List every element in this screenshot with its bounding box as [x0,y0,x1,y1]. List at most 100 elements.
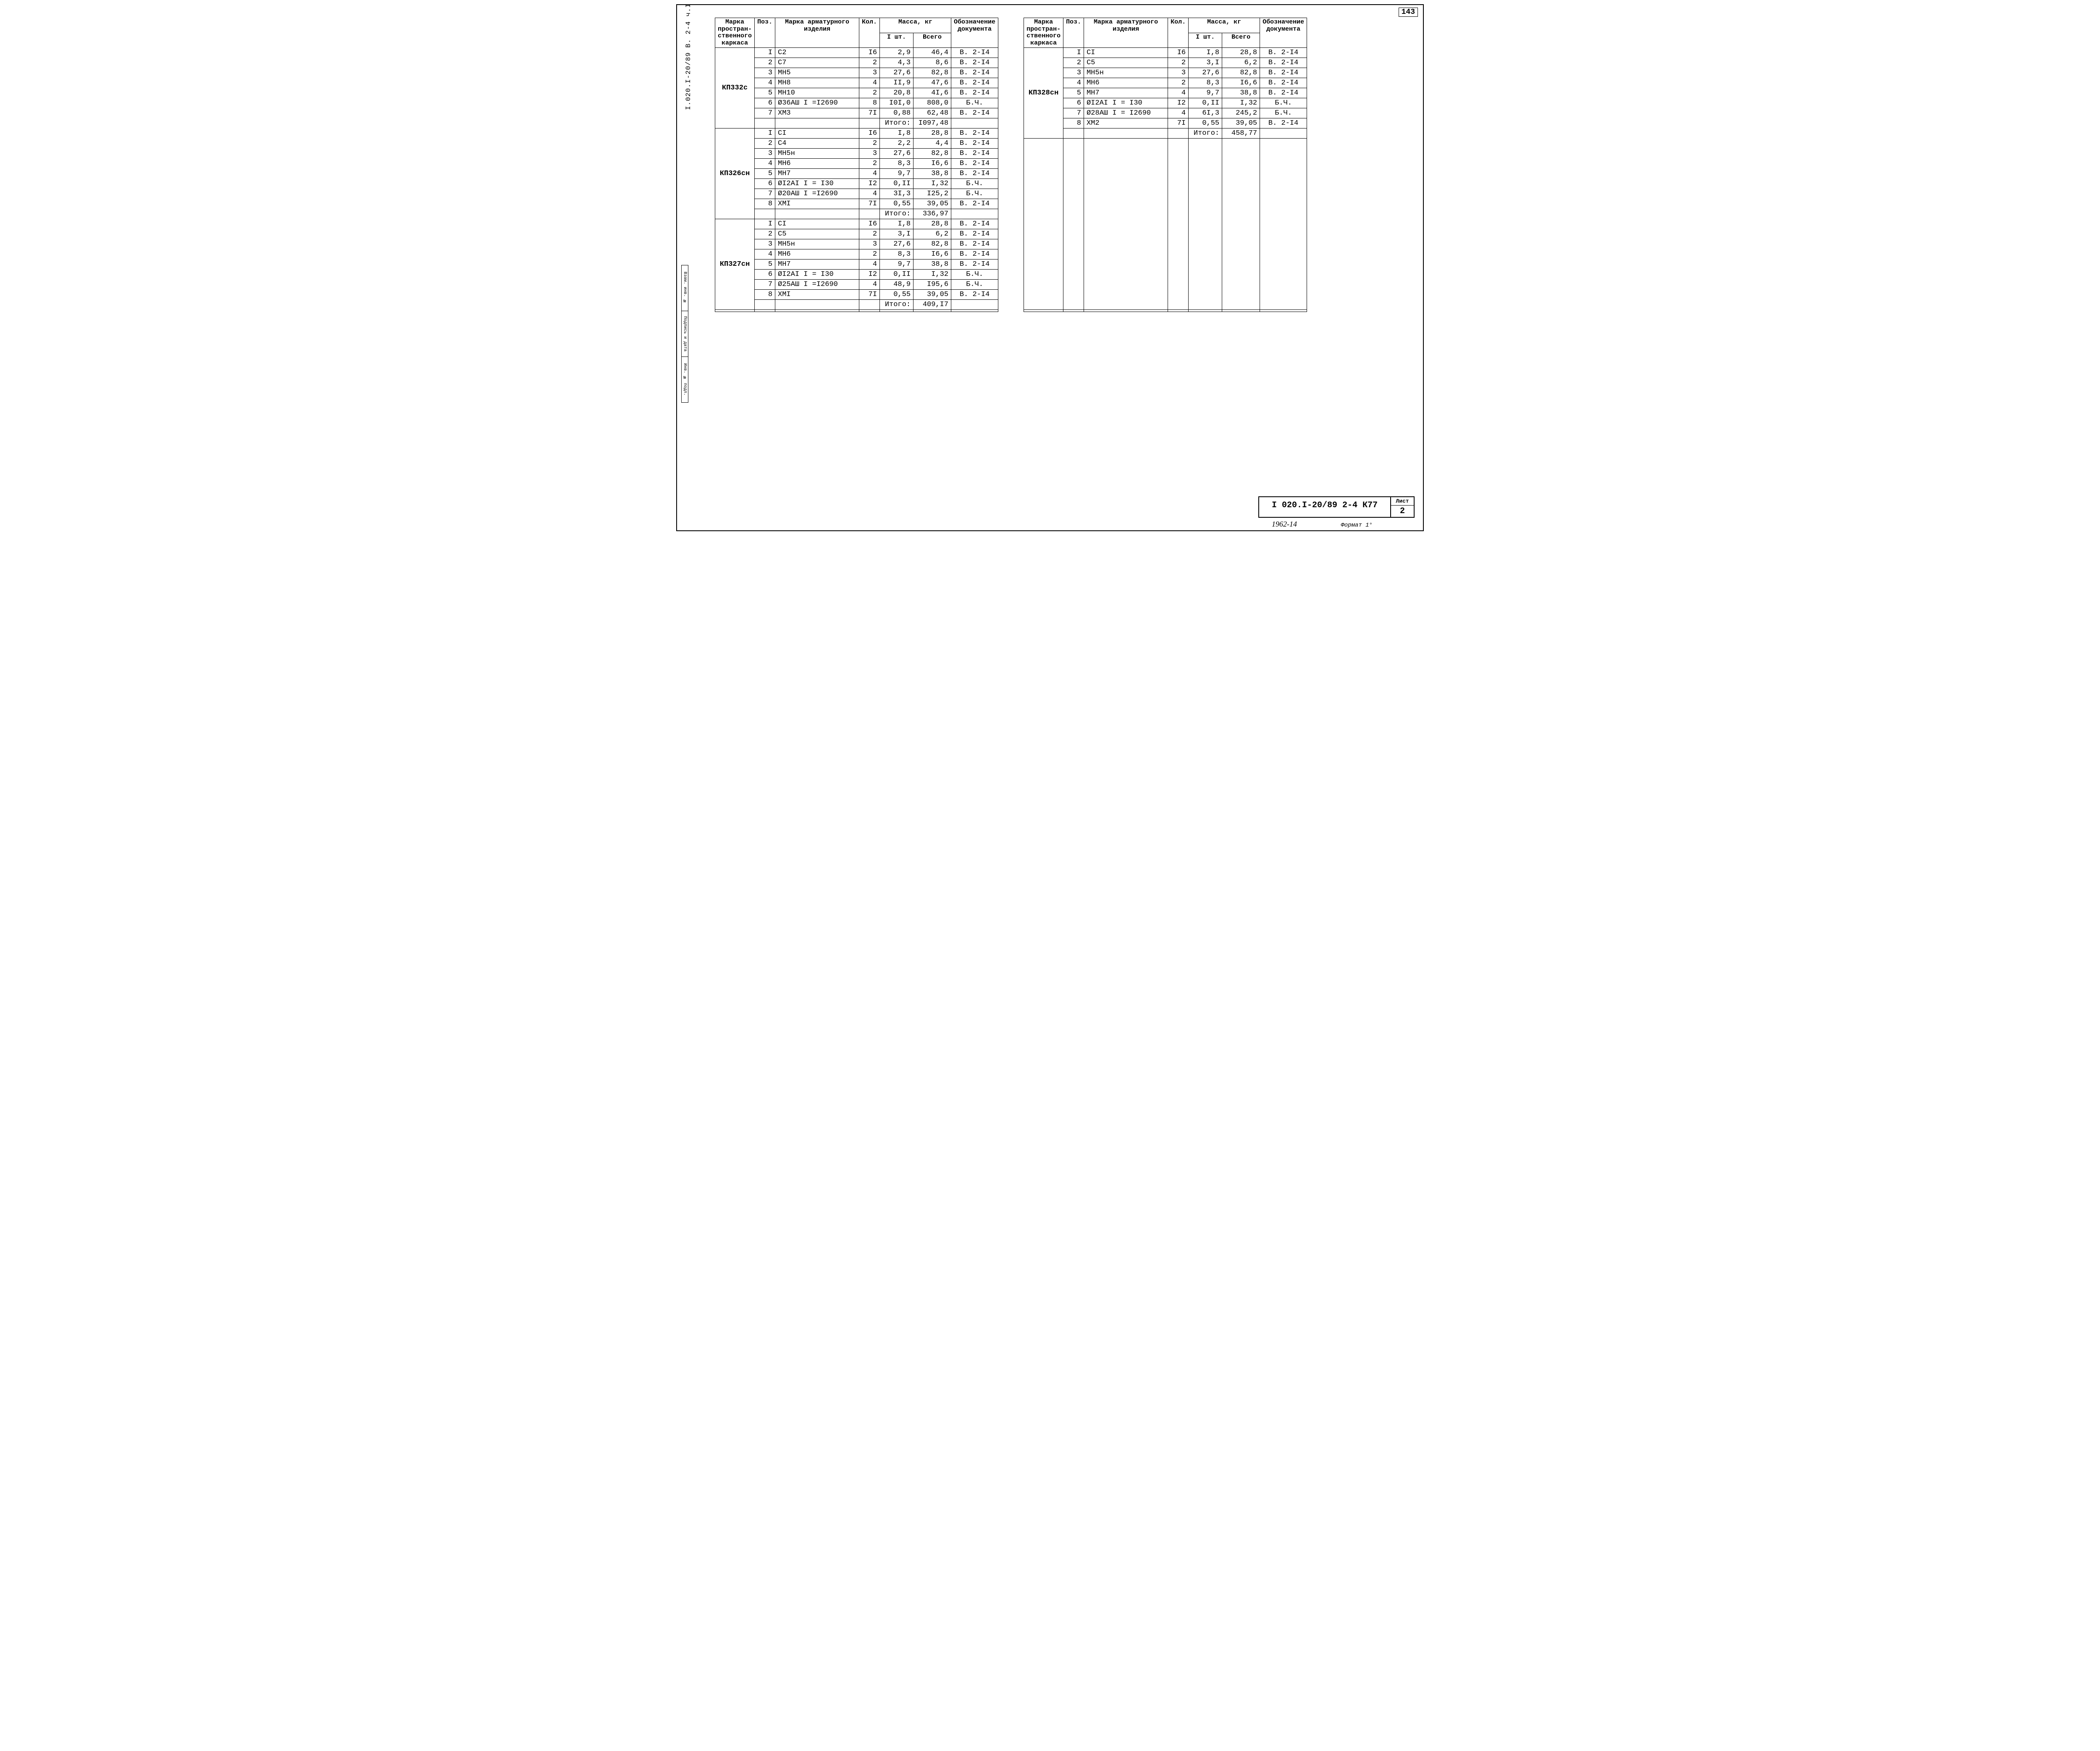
cell-m1: 9,7 [880,260,914,270]
cell-m2: 336,97 [914,209,951,219]
th-marka: Марка простран-ственного каркаса [1024,18,1063,48]
cell-doc: В. 2-I4 [951,149,998,159]
cell-izd: С4 [775,139,859,149]
table-row [1024,139,1307,310]
marka-cell: КП332с [715,48,755,128]
cell-izd: МН6 [775,159,859,169]
cell-m1: Итого: [880,300,914,310]
cell-izd: Ø28АШ I = I2690 [1084,108,1168,118]
cell-m1: 27,6 [880,149,914,159]
cell-kol [859,300,880,310]
cell-kol: 7I [859,290,880,300]
cell-kol: I2 [859,270,880,280]
page-number: 143 [1399,8,1418,17]
th-izd: Марка арматурного изделия [1084,18,1168,48]
cell-doc: В. 2-I4 [951,290,998,300]
cell-m1: 0,II [1189,98,1222,108]
cell-kol: 4 [1168,108,1189,118]
cell-izd [1084,128,1168,139]
table-row: 6 ØI2АI I = I30 I2 0,II I,32 Б.Ч. [715,270,998,280]
table-row: 2 С5 2 3,I 6,2 В. 2-I4 [715,229,998,239]
cell-doc: В. 2-I4 [951,108,998,118]
cell-izd: МН8 [775,78,859,88]
cell-m1: 3,I [1189,58,1222,68]
cell-izd: ХМI [775,199,859,209]
table-row: 7 Ø20АШ I =I2690 4 3I,3 I25,2 Б.Ч. [715,189,998,199]
cell-doc: Б.Ч. [951,98,998,108]
cell-m2: 245,2 [1222,108,1260,118]
th-doc: Обозначение документа [1260,18,1307,48]
marka-cell: КП327сн [715,219,755,310]
cell-izd: Ø20АШ I =I2690 [775,189,859,199]
cell-m2: 6,2 [914,229,951,239]
cell-m1: 27,6 [880,68,914,78]
cell-doc: В. 2-I4 [951,239,998,249]
cell-doc: В. 2-I4 [951,169,998,179]
cell-poz: I [755,48,775,58]
drawing-sheet: 143 I.020.I-20/89 В. 2-4 ч.I Взам. инв. … [676,4,1424,531]
cell-kol: I2 [1168,98,1189,108]
cell-kol: 2 [859,88,880,98]
cell-m1: 0,II [880,270,914,280]
cell-kol [859,118,880,128]
cell-poz: 3 [755,68,775,78]
cell-m1: 3,I [880,229,914,239]
cell-poz: 4 [755,159,775,169]
table-row: КП332с I С2 I6 2,9 46,4 В. 2-I4 [715,48,998,58]
cell-m1: 27,6 [1189,68,1222,78]
cell-m1: 2,9 [880,48,914,58]
cell-izd: ХМ2 [1084,118,1168,128]
th-poz: Поз. [755,18,775,48]
cell-m2: I,32 [914,270,951,280]
cell-m1: 27,6 [880,239,914,249]
cell-doc [951,209,998,219]
table-row: 7 ХМ3 7I 0,88 62,48 В. 2-I4 [715,108,998,118]
cell-m2: 82,8 [914,239,951,249]
cell-kol: 4 [859,189,880,199]
table-row: 4 МН6 2 8,3 I6,6 В. 2-I4 [715,249,998,260]
cell-m2: 39,05 [914,290,951,300]
side-box: Подпись и дата [681,311,688,357]
cell-doc: В. 2-I4 [951,48,998,58]
cell-m2: 62,48 [914,108,951,118]
cell-kol: 4 [859,280,880,290]
cell-poz: I [1063,48,1084,58]
cell-m1: 3I,3 [880,189,914,199]
cell-m1: 6I,3 [1189,108,1222,118]
cell-m2: 28,8 [914,219,951,229]
side-box: Взам. инв. № [681,265,688,311]
cell-poz: 7 [755,280,775,290]
marka-cell: КП326сн [715,128,755,219]
cell-m2: 38,8 [1222,88,1260,98]
cell-m1: II,9 [880,78,914,88]
cell-doc: Б.Ч. [951,189,998,199]
cell-izd [775,300,859,310]
table-row: 5 МН7 4 9,7 38,8 В. 2-I4 [1024,88,1307,98]
cell-m2: 28,8 [914,128,951,139]
cell-m1: 0,55 [880,290,914,300]
cell-poz [755,118,775,128]
cell-kol: 7I [859,199,880,209]
cell-m2: 47,6 [914,78,951,88]
cell-izd: МН7 [1084,88,1168,98]
cell-m2: 39,05 [914,199,951,209]
cell-doc: Б.Ч. [951,179,998,189]
table-row: 6 ØI2АI I = I30 I2 0,II I,32 Б.Ч. [715,179,998,189]
side-doc-code: I.020.I-20/89 В. 2-4 ч.I [685,3,692,110]
cell-doc: В. 2-I4 [951,219,998,229]
cell-doc: В. 2-I4 [951,139,998,149]
cell-m1: 20,8 [880,88,914,98]
cell-m2: 39,05 [1222,118,1260,128]
cell-kol: 4 [1168,88,1189,98]
cell-kol: 3 [859,149,880,159]
cell-doc: В. 2-I4 [951,260,998,270]
cell-poz: 4 [1063,78,1084,88]
cell-poz: 3 [1063,68,1084,78]
cell-doc [951,300,998,310]
cell-kol: 2 [859,139,880,149]
th-izd: Марка арматурного изделия [775,18,859,48]
cell-m2: I,32 [914,179,951,189]
cell-doc: Б.Ч. [951,280,998,290]
spec-table-left: Марка простран-ственного каркаса Поз. Ма… [715,18,998,312]
cell-doc: В. 2-I4 [1260,78,1307,88]
